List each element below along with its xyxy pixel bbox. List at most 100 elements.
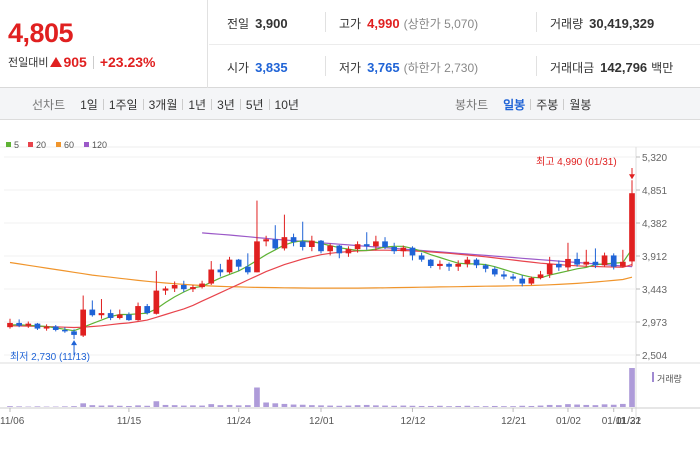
candle-body xyxy=(80,310,86,336)
tab-1w[interactable]: 1주일 xyxy=(104,96,143,113)
candle-body xyxy=(455,264,461,267)
tab-weekly[interactable]: 주봉 xyxy=(531,96,563,113)
candle-body xyxy=(227,260,233,273)
volume-bar xyxy=(7,406,13,407)
candle-body xyxy=(419,255,425,259)
candle-body xyxy=(391,247,397,251)
candle-body xyxy=(135,306,141,320)
candle-body xyxy=(272,239,278,248)
tab-monthly[interactable]: 월봉 xyxy=(564,96,596,113)
divider xyxy=(536,12,537,32)
candle-body xyxy=(565,259,571,267)
volume-bar xyxy=(336,406,342,407)
legend-swatch-60 xyxy=(56,142,61,147)
candle-body xyxy=(474,260,480,266)
volume-bar xyxy=(474,406,480,407)
candle-body xyxy=(163,288,169,290)
volume-bar xyxy=(263,402,269,407)
candle-body xyxy=(501,274,507,276)
candle-body xyxy=(318,241,324,252)
tab-1d[interactable]: 1일 xyxy=(75,96,103,113)
volume-bar xyxy=(364,405,370,407)
candle-body xyxy=(245,267,251,273)
volume-bar xyxy=(419,406,425,407)
legend-swatch-5 xyxy=(6,142,11,147)
tab-3m[interactable]: 3개월 xyxy=(144,96,183,113)
prev-close-label: 전일 xyxy=(227,17,249,31)
candle-body xyxy=(181,285,187,289)
prev-close-value: 3,900 xyxy=(255,16,288,31)
y-tick-label: 4,382 xyxy=(642,219,667,230)
candle-body xyxy=(492,269,498,275)
volume-bar xyxy=(80,403,86,407)
y-tick-label: 5,320 xyxy=(642,153,667,164)
candle-body xyxy=(35,324,41,329)
prev-close: 전일 3,900 xyxy=(227,15,288,32)
volume-bar xyxy=(181,406,187,407)
tab-daily[interactable]: 일봉 xyxy=(498,96,530,113)
candle-body xyxy=(382,241,388,247)
volume-bar xyxy=(227,405,233,407)
divider xyxy=(536,56,537,76)
tab-10y[interactable]: 10년 xyxy=(270,96,304,113)
candle-body xyxy=(629,193,635,261)
volume-bar xyxy=(465,406,471,407)
volume-bar xyxy=(437,406,443,407)
volume-bar xyxy=(117,406,123,407)
volume-bar xyxy=(519,406,525,407)
candle-body xyxy=(327,246,333,252)
candle-body xyxy=(282,237,288,248)
volume-bar xyxy=(236,405,242,407)
tab-1y[interactable]: 1년 xyxy=(183,96,211,113)
volume-bar xyxy=(254,388,260,408)
volume-bar xyxy=(583,405,589,407)
legend-swatch-120 xyxy=(84,142,89,147)
candle-body xyxy=(144,306,150,313)
change-value: 905 xyxy=(63,54,86,70)
candle-body xyxy=(44,326,50,328)
y-tick-label: 2,504 xyxy=(642,351,667,362)
volume-bar xyxy=(309,405,315,407)
legend-label-20: 20 xyxy=(36,140,46,150)
change-row: 전일대비 905 +23.23% xyxy=(8,54,156,70)
candle-body xyxy=(236,260,242,267)
candle-body xyxy=(7,323,13,327)
tab-3y[interactable]: 3년 xyxy=(212,96,240,113)
line-chart-tabs: 선차트 1일 1주일 3개월 1년 3년 5년 10년 xyxy=(32,88,304,120)
candle-body xyxy=(593,262,599,266)
upper-limit: (상한가 5,070) xyxy=(404,17,478,31)
volume-bar xyxy=(547,405,553,407)
volume-bar xyxy=(62,406,68,407)
x-tick-label: 12/12 xyxy=(400,416,425,427)
low-value: 3,765 xyxy=(367,60,400,75)
volume-bar xyxy=(218,405,224,407)
candle-body xyxy=(62,330,68,331)
volume-bar xyxy=(327,406,333,407)
volume-bar xyxy=(144,406,150,407)
candle-body xyxy=(538,274,544,278)
price-box: 4,805 전일대비 905 +23.23% xyxy=(0,0,208,88)
volume-bar xyxy=(510,406,516,407)
tab-5y[interactable]: 5년 xyxy=(241,96,269,113)
volume-bar xyxy=(501,406,507,407)
max-annotation: 최고 4,990 (01/31) xyxy=(536,156,617,168)
volume-bar xyxy=(382,406,388,407)
candle-body xyxy=(446,264,452,267)
volume-bar xyxy=(529,406,535,407)
candle-body xyxy=(117,315,123,319)
candle-body xyxy=(400,248,406,252)
candle-body xyxy=(547,264,553,275)
volume-bar xyxy=(446,406,452,407)
amount-label: 거래대금 xyxy=(550,61,594,75)
candle-body xyxy=(428,260,434,266)
divider xyxy=(209,44,700,45)
candle-body xyxy=(602,255,608,265)
volume-bar xyxy=(89,405,95,407)
candle-body xyxy=(263,239,269,241)
volume-bar xyxy=(282,404,288,407)
candle-body xyxy=(583,262,589,265)
